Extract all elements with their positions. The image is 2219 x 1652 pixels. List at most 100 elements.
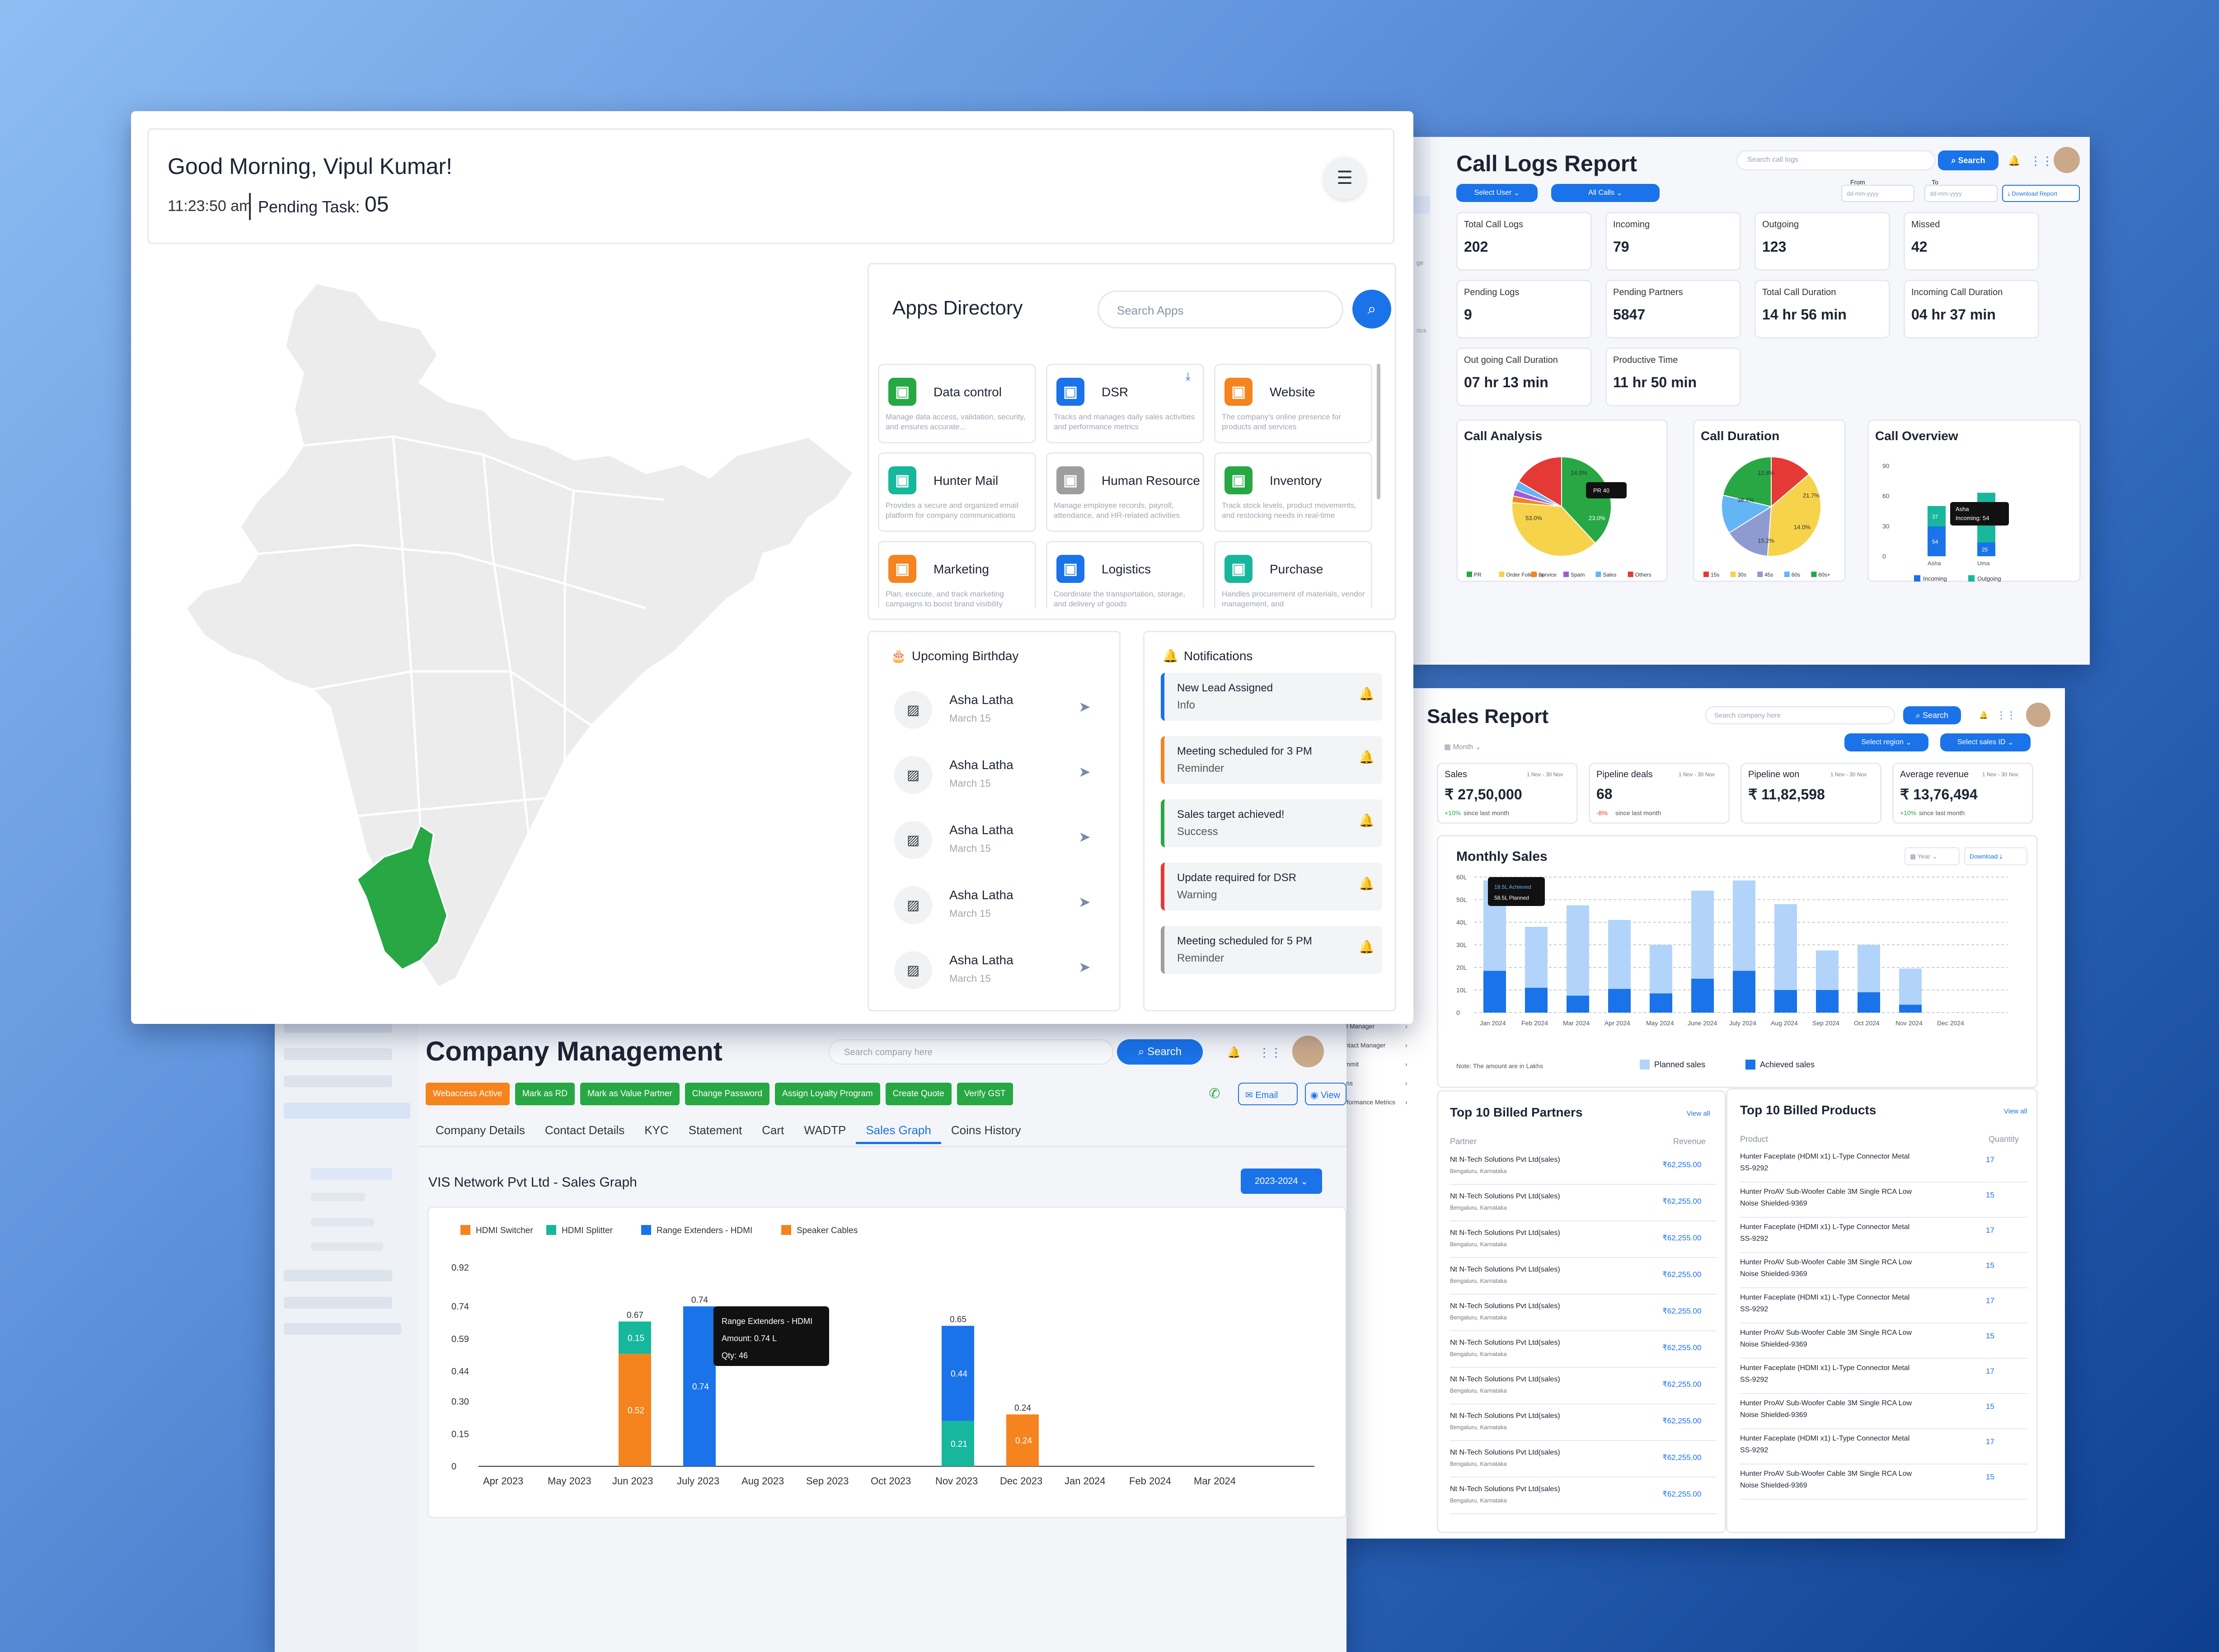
app-tile[interactable]: ▣ Purchase Handles procurement of material… xyxy=(1214,541,1372,608)
download-report-button[interactable]: ⤓ Download Report xyxy=(2002,185,2080,202)
table-row[interactable]: Nt N-Tech Solutions Pvt Ltd(sales) Bengal… xyxy=(1450,1441,1717,1478)
app-tile[interactable]: ▣ Hunter Mail Provides a secure and organi… xyxy=(878,452,1036,532)
action-button[interactable]: Webaccess Active xyxy=(426,1083,510,1105)
search-input[interactable]: Search company here xyxy=(1705,706,1895,724)
avatar[interactable] xyxy=(2026,703,2050,727)
year-dropdown[interactable]: 2023-2024 ⌄ xyxy=(1241,1169,1322,1194)
year-dropdown[interactable]: ▦ Year ⌄ xyxy=(1905,847,1960,865)
tab[interactable]: Cart xyxy=(762,1123,784,1137)
bell-icon[interactable]: 🔔 xyxy=(1359,813,1375,827)
send-icon[interactable]: ➤ xyxy=(1079,829,1091,845)
pie-slice[interactable] xyxy=(1518,456,1562,507)
tab[interactable]: Sales Graph xyxy=(856,1117,941,1144)
sidebar-item[interactable] xyxy=(284,1075,392,1087)
from-date-input[interactable]: dd-mm-yyyy xyxy=(1841,185,1914,202)
table-row[interactable]: Nt N-Tech Solutions Pvt Ltd(sales) Bengal… xyxy=(1450,1258,1717,1295)
notification-item[interactable]: Sales target achieved! Success 🔔 xyxy=(1161,799,1382,847)
action-button[interactable]: Create Quote xyxy=(885,1083,952,1105)
app-tile[interactable]: ▣ Website The company's online presence fo… xyxy=(1214,364,1372,443)
bell-icon[interactable]: 🔔 xyxy=(1359,687,1375,701)
sales-id-dropdown[interactable]: Select sales ID ⌄ xyxy=(1940,733,2031,751)
search-apps-input[interactable]: Search Apps xyxy=(1098,291,1343,329)
grid-icon[interactable]: ⋮⋮ xyxy=(1996,709,2016,721)
sidebar-item[interactable] xyxy=(284,1323,401,1335)
pie-slice[interactable] xyxy=(1511,502,1596,557)
table-row[interactable]: Hunter Faceplate (HDMI x1) L-Type Connec… xyxy=(1740,1430,2027,1464)
table-row[interactable]: Hunter ProAV Sub-Woofer Cable 3M Single … xyxy=(1740,1324,2027,1359)
view-button[interactable]: ◉ View xyxy=(1305,1083,1346,1105)
bar[interactable] xyxy=(1928,506,1946,526)
to-date-input[interactable]: dd-mm-yyyy xyxy=(1924,185,1998,202)
bar-achieved[interactable] xyxy=(1774,990,1797,1013)
bar-achieved[interactable] xyxy=(1899,1004,1922,1013)
tab[interactable]: WADTP xyxy=(804,1123,846,1137)
email-button[interactable]: ✉ Email xyxy=(1238,1083,1298,1105)
call-type-dropdown[interactable]: All Calls ⌄ xyxy=(1551,184,1660,202)
search-icon[interactable]: ⌕ xyxy=(1352,290,1391,329)
pie-slice[interactable] xyxy=(1767,474,1821,557)
action-button[interactable]: Assign Loyalty Program xyxy=(775,1083,880,1105)
pie-slice[interactable] xyxy=(1722,456,1772,507)
sidebar-item[interactable] xyxy=(284,1297,392,1309)
app-tile[interactable]: ▣ DSR Tracks and manages daily sales activ… xyxy=(1046,364,1204,443)
table-row[interactable]: Nt N-Tech Solutions Pvt Ltd(sales) Bengal… xyxy=(1450,1478,1717,1514)
bar-segment[interactable] xyxy=(683,1306,716,1466)
tab[interactable]: Statement xyxy=(688,1123,742,1137)
bar-achieved[interactable] xyxy=(1650,993,1672,1013)
grid-icon[interactable]: ⋮⋮ xyxy=(1258,1045,1282,1059)
bar-achieved[interactable] xyxy=(1733,971,1755,1013)
bar[interactable] xyxy=(1928,526,1946,556)
bell-icon[interactable]: 🔔 xyxy=(1227,1046,1241,1059)
sidebar-item-active[interactable] xyxy=(284,1103,410,1119)
table-row[interactable]: Nt N-Tech Solutions Pvt Ltd(sales) Bengal… xyxy=(1450,1185,1717,1221)
search-button[interactable]: ⌕ Search xyxy=(1938,150,1999,170)
table-row[interactable]: Hunter ProAV Sub-Woofer Cable 3M Single … xyxy=(1740,1183,2027,1218)
app-tile[interactable]: ▣ Marketing Plan, execute, and track marke… xyxy=(878,541,1036,608)
bar-segment[interactable] xyxy=(942,1326,974,1421)
bar-achieved[interactable] xyxy=(1483,971,1506,1013)
bar-achieved[interactable] xyxy=(1525,988,1548,1013)
region-dropdown[interactable]: Select region ⌄ xyxy=(1844,733,1928,751)
pie-slice[interactable] xyxy=(1721,494,1773,534)
tab[interactable]: Contact Details xyxy=(544,1123,625,1137)
bell-icon[interactable]: 🔔 xyxy=(1359,877,1375,891)
table-row[interactable]: Hunter ProAV Sub-Woofer Cable 3M Single … xyxy=(1740,1465,2027,1500)
search-input[interactable]: Search company here xyxy=(829,1039,1113,1065)
download-icon[interactable]: ⤓ xyxy=(1186,371,1191,383)
search-button[interactable]: ⌕ Search xyxy=(1903,706,1961,724)
table-row[interactable]: Nt N-Tech Solutions Pvt Ltd(sales) Bengal… xyxy=(1450,1405,1717,1441)
bell-icon[interactable]: 🔔 xyxy=(1979,712,1988,719)
avatar[interactable] xyxy=(2054,147,2080,173)
action-button[interactable]: Change Password xyxy=(685,1083,770,1105)
sidebar-item[interactable] xyxy=(284,1048,392,1060)
app-tile[interactable]: ▣ Human Resource Manage employee records, … xyxy=(1046,452,1204,532)
bar-achieved[interactable] xyxy=(1608,989,1631,1013)
menu-collapse-icon[interactable]: ☰ xyxy=(1323,157,1366,199)
send-icon[interactable]: ➤ xyxy=(1079,764,1091,780)
sidebar-subitem[interactable] xyxy=(311,1218,374,1226)
bar-achieved[interactable] xyxy=(1816,990,1839,1013)
notification-item[interactable]: Meeting scheduled for 5 PM Reminder 🔔 xyxy=(1161,926,1382,974)
table-row[interactable]: Nt N-Tech Solutions Pvt Ltd(sales) Bengal… xyxy=(1450,1368,1717,1404)
tab[interactable]: Coins History xyxy=(951,1123,1021,1137)
month-dropdown[interactable]: ▦ Month ⌄ xyxy=(1444,743,1481,751)
sidebar-subitem[interactable] xyxy=(311,1243,383,1251)
table-row[interactable]: Nt N-Tech Solutions Pvt Ltd(sales) Bengal… xyxy=(1450,1149,1717,1185)
bell-icon[interactable]: 🔔 xyxy=(1359,750,1375,764)
tab[interactable]: Company Details xyxy=(436,1123,525,1137)
bell-icon[interactable]: 🔔 xyxy=(1359,940,1375,954)
bar-segment[interactable] xyxy=(1006,1414,1039,1466)
notification-item[interactable]: Update required for DSR Warning 🔔 xyxy=(1161,863,1382,910)
pie-slice[interactable] xyxy=(1771,456,1810,508)
karnataka-region[interactable] xyxy=(356,823,449,971)
bar-segment[interactable] xyxy=(619,1321,651,1354)
table-row[interactable]: Hunter Faceplate (HDMI x1) L-Type Connec… xyxy=(1740,1219,2027,1253)
bar-achieved[interactable] xyxy=(1858,992,1880,1013)
sidebar-subitem[interactable] xyxy=(311,1193,365,1201)
download-button[interactable]: Download ⤓ xyxy=(1964,847,2027,865)
sidebar-item[interactable] xyxy=(284,1270,392,1281)
grid-icon[interactable]: ⋮⋮ xyxy=(2030,154,2053,168)
view-all-link[interactable]: View all xyxy=(2004,1108,2027,1115)
sidebar-subitem[interactable] xyxy=(311,1168,392,1180)
scrollbar[interactable] xyxy=(1377,364,1380,499)
